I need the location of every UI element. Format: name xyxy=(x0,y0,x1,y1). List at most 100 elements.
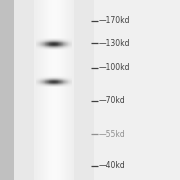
Bar xyxy=(61,83,62,84)
Bar xyxy=(60,81,61,82)
Bar xyxy=(36,41,37,42)
Bar xyxy=(51,46,52,47)
Bar xyxy=(40,43,41,44)
Bar xyxy=(54,49,55,50)
Bar xyxy=(54,45,55,46)
Bar xyxy=(71,84,72,85)
Bar xyxy=(62,48,63,49)
Bar xyxy=(68,41,69,42)
Bar xyxy=(58,38,59,39)
Bar xyxy=(54,80,55,81)
Bar xyxy=(39,77,40,78)
Bar xyxy=(40,81,41,82)
Bar xyxy=(54,78,55,79)
Bar xyxy=(41,83,42,84)
Bar xyxy=(57,86,58,87)
Bar xyxy=(59,46,60,47)
Bar xyxy=(68,81,69,82)
Bar xyxy=(39,45,40,46)
Bar xyxy=(46,41,47,42)
Bar xyxy=(52,77,53,78)
Bar xyxy=(61,47,62,48)
Bar xyxy=(62,79,63,80)
Bar xyxy=(52,0,53,180)
Bar xyxy=(57,79,58,80)
Bar xyxy=(66,39,67,40)
Bar xyxy=(49,85,50,86)
Bar xyxy=(40,80,41,81)
Bar xyxy=(51,38,52,39)
Bar xyxy=(44,80,45,81)
Bar xyxy=(51,41,52,42)
Text: —55kd: —55kd xyxy=(99,130,125,139)
Bar xyxy=(50,48,51,49)
Bar xyxy=(49,46,50,47)
Bar xyxy=(71,38,72,39)
Bar xyxy=(38,46,39,47)
Bar xyxy=(50,82,51,83)
Bar xyxy=(45,85,46,86)
Bar xyxy=(48,45,49,46)
Bar xyxy=(65,78,66,79)
Bar xyxy=(57,43,58,44)
Bar xyxy=(65,47,66,48)
Bar xyxy=(55,42,56,43)
Bar xyxy=(45,81,46,82)
Bar xyxy=(64,76,65,77)
Bar xyxy=(48,77,49,78)
Bar xyxy=(52,81,53,82)
Bar xyxy=(42,84,43,85)
Bar xyxy=(44,43,45,44)
Bar xyxy=(55,85,56,86)
Bar xyxy=(49,83,50,84)
Bar xyxy=(71,45,72,46)
Bar xyxy=(40,78,41,79)
Bar xyxy=(48,86,49,87)
Bar xyxy=(70,77,71,78)
Bar xyxy=(60,78,61,79)
Bar xyxy=(47,80,48,81)
Bar xyxy=(45,38,46,39)
Bar xyxy=(41,41,42,42)
Bar xyxy=(63,79,64,80)
Bar xyxy=(68,86,69,87)
Bar xyxy=(67,86,68,87)
Bar xyxy=(36,80,37,81)
Bar xyxy=(58,81,59,82)
Bar xyxy=(52,86,53,87)
Bar xyxy=(54,40,55,41)
Bar xyxy=(59,77,60,78)
Bar xyxy=(37,38,38,39)
Bar xyxy=(70,42,71,43)
Bar xyxy=(71,41,72,42)
Bar xyxy=(51,45,52,46)
Bar xyxy=(37,81,38,82)
Bar xyxy=(65,49,66,50)
Bar xyxy=(40,47,41,48)
Bar xyxy=(44,84,45,85)
Bar xyxy=(69,44,70,45)
Bar xyxy=(56,39,57,40)
Bar xyxy=(43,79,44,80)
Bar xyxy=(63,49,64,50)
Bar xyxy=(54,86,55,87)
Bar xyxy=(49,84,50,85)
Bar xyxy=(63,81,64,82)
Bar xyxy=(51,76,52,77)
Bar xyxy=(46,82,47,83)
Bar xyxy=(40,83,41,84)
Bar xyxy=(46,83,47,84)
Bar xyxy=(58,82,59,83)
Bar xyxy=(39,81,40,82)
Bar xyxy=(60,49,61,50)
Bar xyxy=(54,79,55,80)
Bar xyxy=(40,84,41,85)
Bar xyxy=(36,76,37,77)
Bar xyxy=(54,40,55,41)
Bar xyxy=(52,47,53,48)
Bar xyxy=(66,84,67,85)
Bar xyxy=(70,83,71,84)
Bar xyxy=(58,42,59,43)
Bar xyxy=(59,83,60,84)
Bar xyxy=(54,44,55,45)
